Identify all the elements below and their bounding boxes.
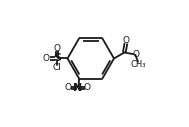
Text: O: O — [122, 36, 129, 45]
Text: CH₃: CH₃ — [131, 60, 146, 69]
Text: S: S — [53, 53, 61, 63]
Text: O: O — [43, 54, 50, 63]
Text: O: O — [65, 83, 72, 92]
Text: O: O — [53, 44, 60, 53]
Text: Cl: Cl — [52, 63, 61, 72]
Text: O: O — [133, 50, 140, 59]
Text: O: O — [84, 83, 91, 92]
Text: N: N — [73, 83, 82, 93]
